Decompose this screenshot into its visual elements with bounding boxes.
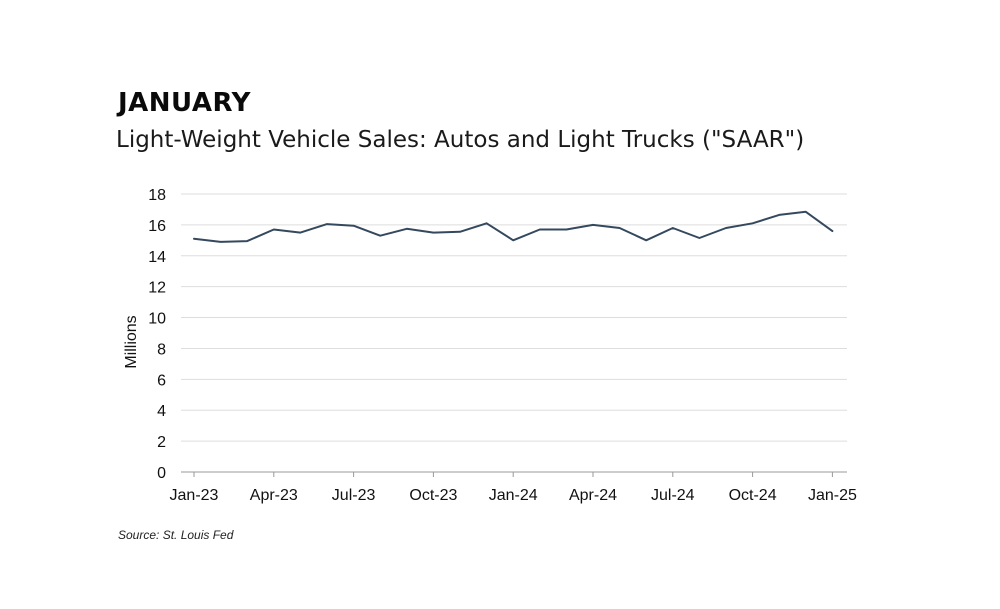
x-tick-label: Jan-25	[808, 487, 857, 504]
series-line	[193, 210, 834, 243]
x-tick-label: Jan-24	[489, 487, 538, 504]
y-tick-label: 6	[157, 372, 166, 389]
x-tick-label: Oct-23	[409, 487, 457, 504]
x-tick-label: Apr-23	[250, 487, 298, 504]
y-tick-label: 10	[148, 311, 166, 328]
y-axis-title: Millions	[123, 315, 140, 368]
y-tick-label: 8	[157, 341, 166, 358]
source-note: Source: St. Louis Fed	[118, 528, 234, 542]
y-tick-label: 14	[148, 249, 166, 266]
x-tick-label: Jan-23	[170, 487, 219, 504]
y-tick-label: 12	[148, 280, 166, 297]
gridlines	[181, 193, 847, 442]
y-tick-label: 18	[148, 187, 166, 204]
y-tick-label: 0	[157, 465, 166, 482]
y-tick-label: 4	[157, 403, 166, 420]
y-tick-labels: 0 2 4 6 8 10 12 14 16 18	[148, 187, 166, 482]
y-tick-label: 2	[157, 434, 166, 451]
y-tick-label: 16	[148, 218, 166, 235]
x-tick-label: Jul-23	[332, 487, 376, 504]
x-tick-label: Apr-24	[569, 487, 617, 504]
chart-heading: JANUARY	[118, 88, 251, 118]
x-tick-label: Oct-24	[729, 487, 777, 504]
x-tick-label: Jul-24	[651, 487, 695, 504]
x-tick-labels: Jan-23 Apr-23 Jul-23 Oct-23 Jan-24 Apr-24 Jul-…	[170, 487, 857, 504]
series-layer	[193, 210, 834, 243]
axes	[181, 471, 847, 477]
chart-title: Light-Weight Vehicle Sales: Autos and Li…	[116, 127, 805, 153]
